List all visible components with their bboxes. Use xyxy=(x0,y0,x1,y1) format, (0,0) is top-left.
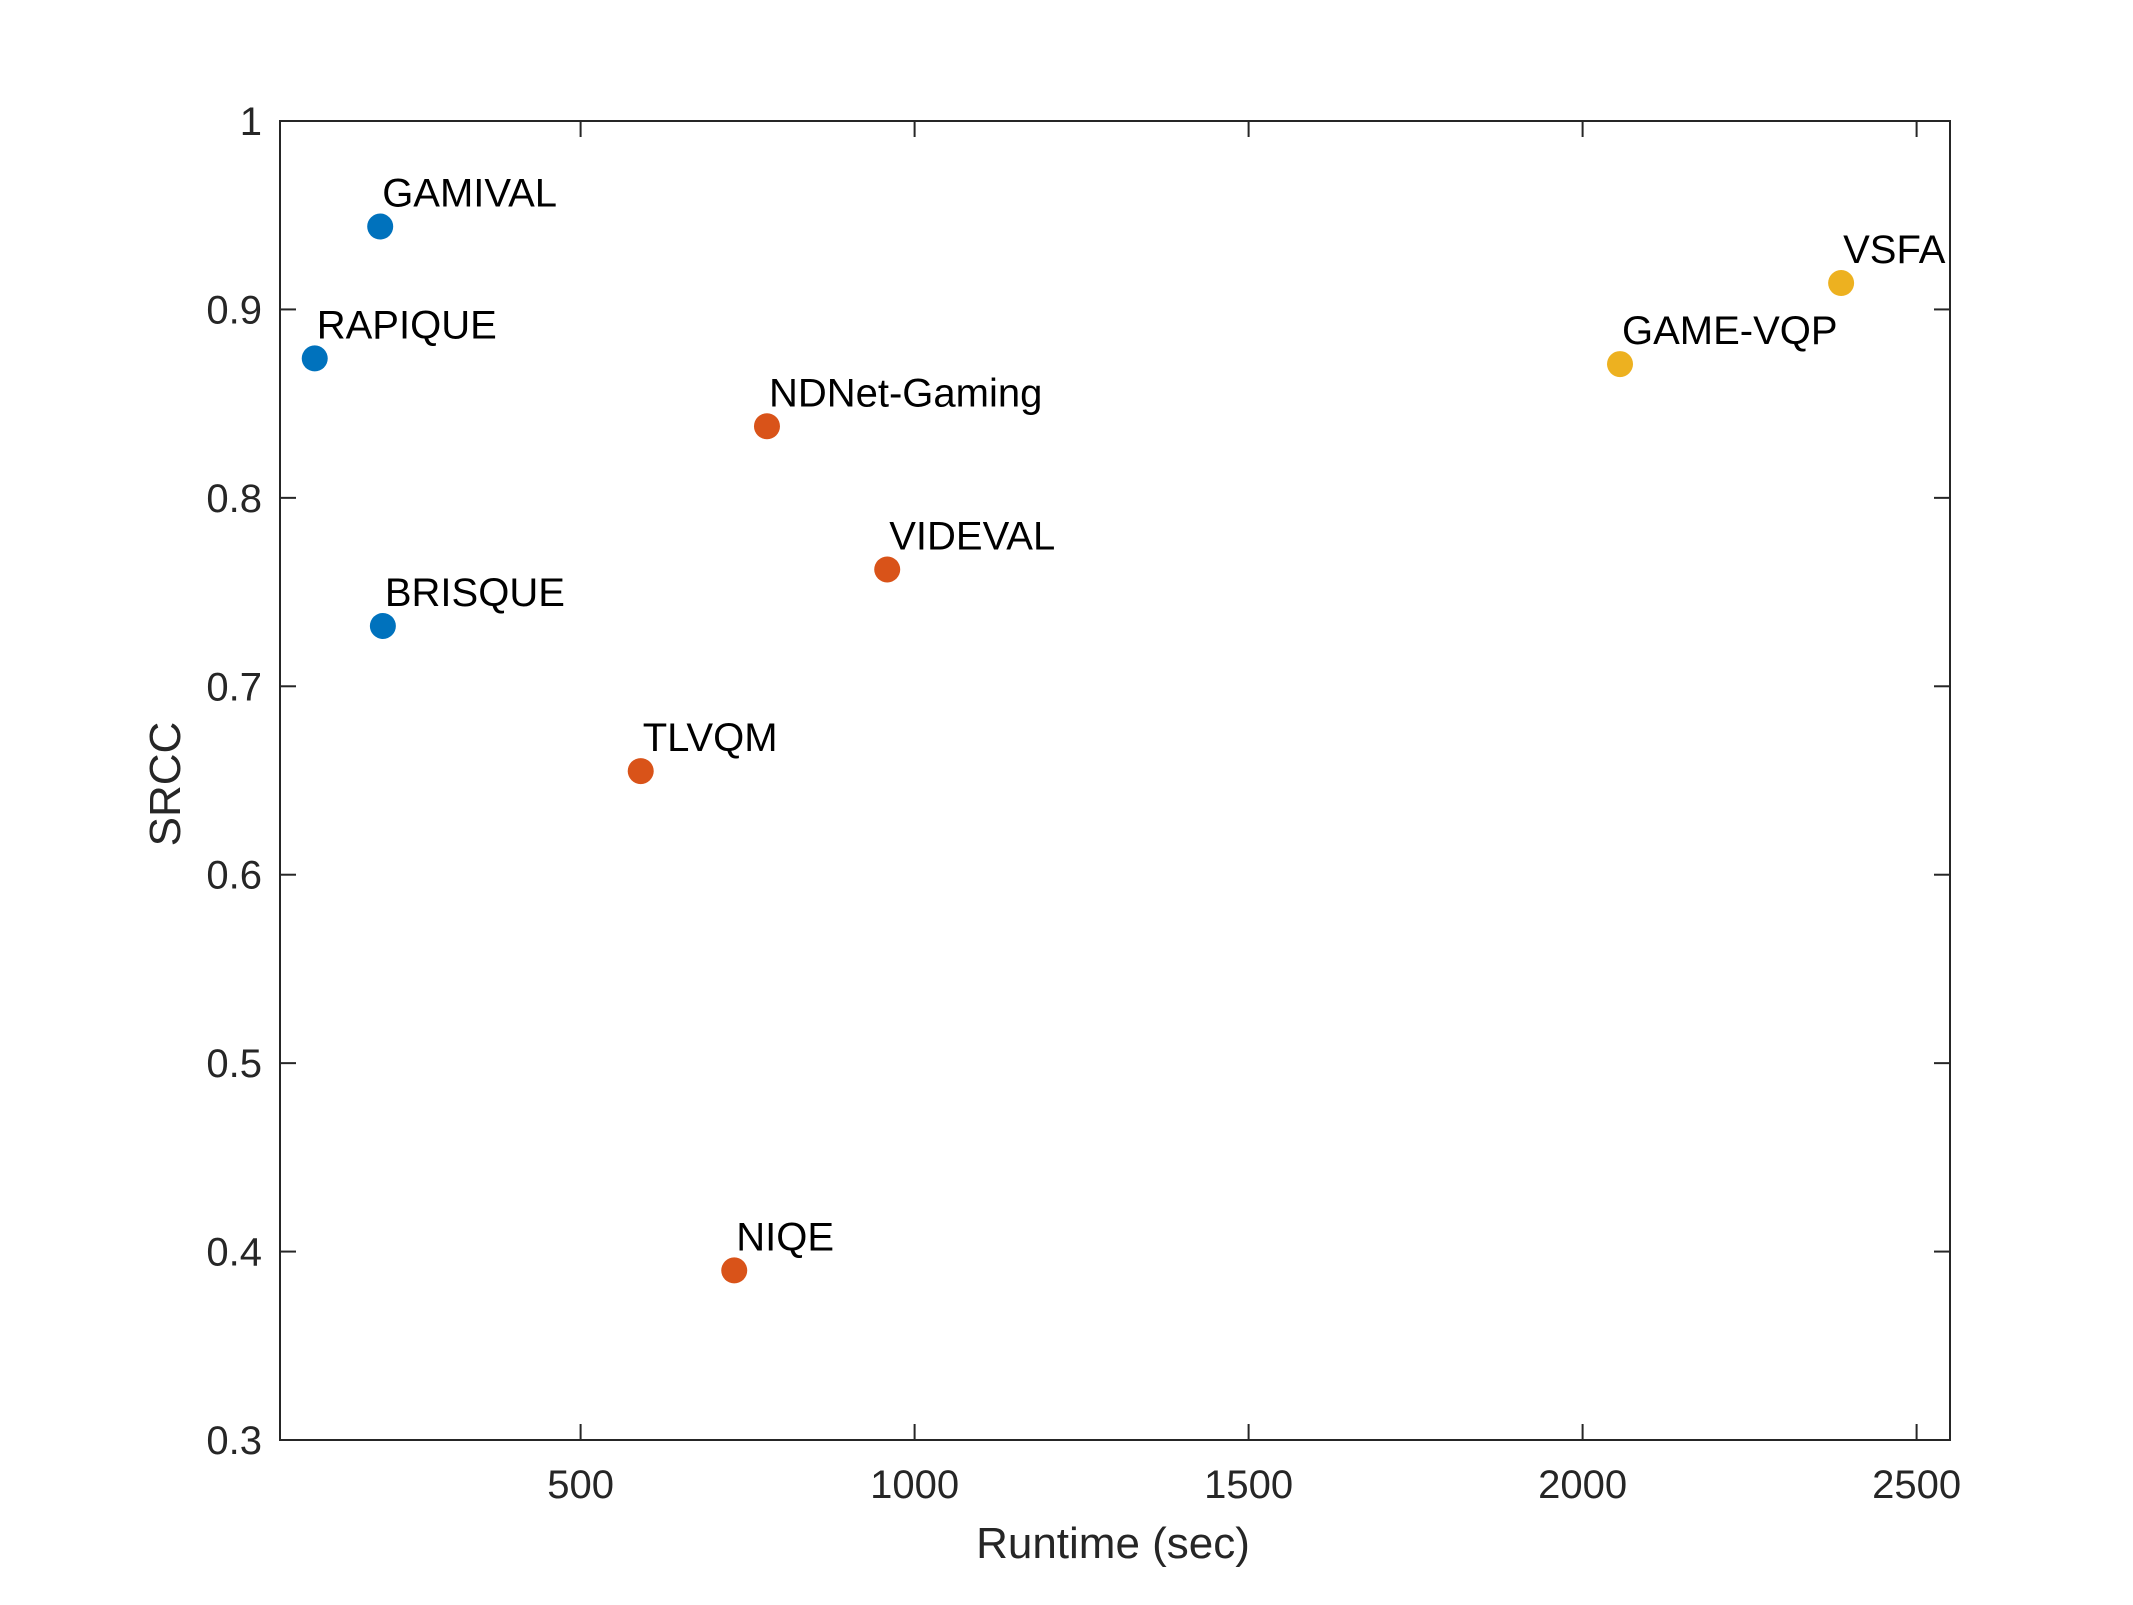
plot-box xyxy=(279,120,1951,1441)
data-point xyxy=(627,758,654,785)
x-tick-label: 1000 xyxy=(870,1463,959,1507)
data-point xyxy=(369,612,396,639)
data-point-label: VIDEVAL xyxy=(889,514,1055,558)
data-point-label: GAMIVAL xyxy=(382,172,557,216)
y-tick-label: 0.7 xyxy=(206,665,262,709)
x-tick-label: 1500 xyxy=(1204,1463,1293,1507)
y-tick-label: 0.3 xyxy=(206,1419,262,1463)
data-point-label: TLVQM xyxy=(643,716,778,760)
data-points xyxy=(301,213,1855,1284)
y-tick-label: 0.6 xyxy=(206,854,262,898)
data-point-label: BRISQUE xyxy=(385,571,565,615)
x-tick-label: 500 xyxy=(547,1463,614,1507)
data-point xyxy=(1607,351,1634,378)
data-point-label: RAPIQUE xyxy=(317,303,497,347)
data-point xyxy=(874,556,901,583)
y-tick-label: 0.4 xyxy=(206,1231,262,1275)
y-tick-label: 0.5 xyxy=(206,1042,262,1086)
x-axis-label: Runtime (sec) xyxy=(976,1519,1250,1568)
x-tick-label: 2000 xyxy=(1538,1463,1627,1507)
y-tick-label: 0.9 xyxy=(206,288,262,332)
data-point-label: GAME-VQP xyxy=(1622,309,1838,353)
data-point xyxy=(721,1257,748,1284)
y-tick-label: 1 xyxy=(240,100,262,144)
point-labels: GAMIVAL RAPIQUE BRISQUE NDNet-Gaming VIDEVAL… xyxy=(317,172,1946,1260)
data-point-label: VSFA xyxy=(1843,228,1946,272)
data-point xyxy=(1828,270,1855,297)
y-axis-label: SRCC xyxy=(141,722,190,847)
x-tick-label: 2500 xyxy=(1872,1463,1961,1507)
data-point-label: NIQE xyxy=(736,1215,834,1259)
y-tick-label: 0.8 xyxy=(206,477,262,521)
data-point xyxy=(301,345,328,372)
data-point-label: NDNet-Gaming xyxy=(769,371,1042,415)
data-point xyxy=(367,213,394,240)
axes: 500 1000 1500 2000 2500 0.3 0.4 0.5 0.6 0.7 0.8 0.9… xyxy=(206,100,1961,1507)
data-point xyxy=(753,413,780,440)
